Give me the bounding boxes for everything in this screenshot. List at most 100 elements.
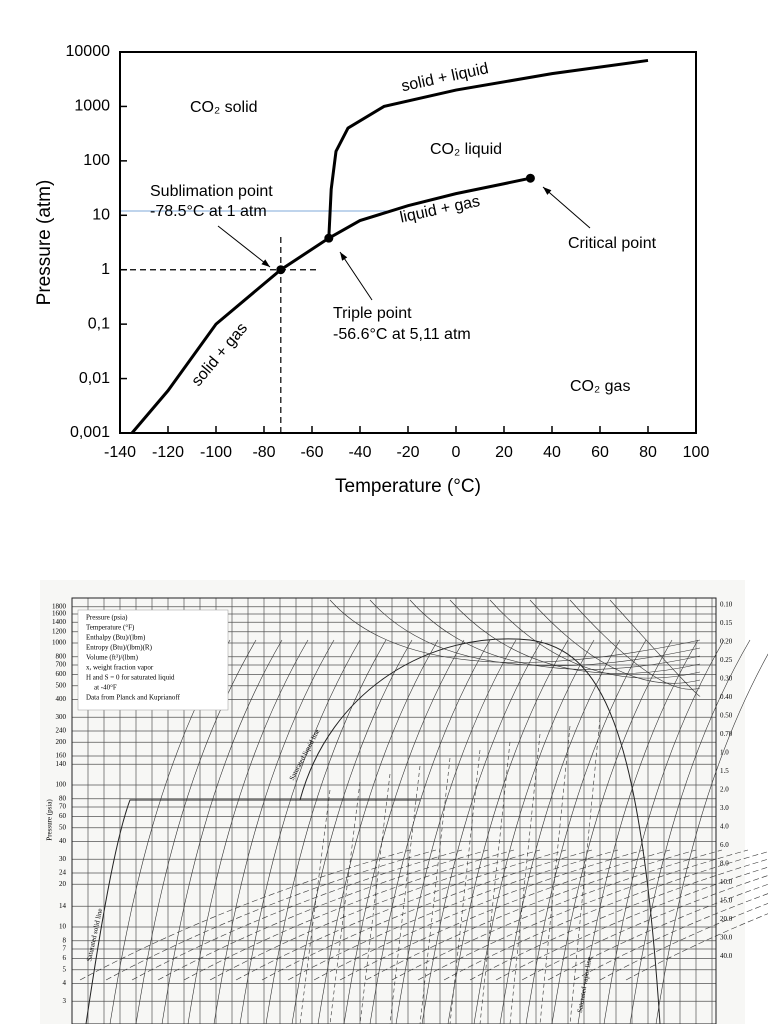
pe-isochore xyxy=(495,866,768,981)
pe-quality xyxy=(539,725,571,1024)
y-axis-label: Pressure (atm) xyxy=(34,180,55,306)
pe-legend-text: Enthalpy (Btu)/(lbm) xyxy=(86,634,146,642)
pe-y-tick-label: 1400 xyxy=(52,618,67,626)
x-tick-label: 40 xyxy=(543,444,561,461)
pe-isochore xyxy=(625,913,768,981)
x-tick-label: -40 xyxy=(348,444,371,461)
pe-right-label: 0.40 xyxy=(720,693,733,701)
pe-legend-text: Temperature (°F) xyxy=(86,624,135,632)
pe-y-tick-label: 1600 xyxy=(52,610,67,618)
pe-quality xyxy=(389,765,421,1024)
pe-isotherm xyxy=(329,599,701,663)
x-tick-label: -60 xyxy=(300,444,323,461)
pe-isotherm xyxy=(369,599,701,667)
pe-right-label: 0.15 xyxy=(720,619,733,627)
pe-isochore xyxy=(209,849,541,981)
y-tick-label: 10 xyxy=(92,207,110,224)
pe-isotherm xyxy=(529,599,701,684)
pe-isochore xyxy=(365,849,697,981)
x-tick-label: 100 xyxy=(683,444,710,461)
pe-legend-text: Pressure (psia) xyxy=(86,614,128,622)
pe-right-label: 1.0 xyxy=(720,749,729,757)
pe-right-label: 0.25 xyxy=(720,656,733,664)
pe-legend-text: at -40°F xyxy=(94,684,117,692)
pe-quality xyxy=(299,789,331,1024)
pe-quality xyxy=(569,717,601,1024)
pe-right-label: 0.20 xyxy=(720,638,733,646)
pe-y-tick-label: 6 xyxy=(63,954,67,962)
x-tick-label: 0 xyxy=(452,444,461,461)
x-tick-label: -20 xyxy=(396,444,419,461)
pe-quality xyxy=(419,757,451,1024)
pe-y-tick-label: 30 xyxy=(59,855,67,863)
pe-quality xyxy=(449,749,481,1024)
pe-isentrope xyxy=(655,653,768,1024)
pe-quality xyxy=(329,781,361,1024)
pe-solid-line xyxy=(85,799,420,1024)
y-tick-label: 1000 xyxy=(74,98,110,115)
pe-right-label: 3.0 xyxy=(720,804,729,812)
pe-isotherm xyxy=(609,599,701,697)
pe-y-tick-label: 7 xyxy=(63,945,67,953)
pe-y-tick-label: 70 xyxy=(59,803,67,811)
y-tick-label: 100 xyxy=(83,152,110,169)
pe-right-label: 20.0 xyxy=(720,915,733,923)
pe-legend-text: Volume (ft³)/(lbm) xyxy=(86,654,139,662)
phase-boundary xyxy=(327,58,649,239)
pe-isotherm xyxy=(569,599,701,690)
pe-isochore xyxy=(391,849,723,981)
x-tick-label: -100 xyxy=(200,444,232,461)
pe-isochore xyxy=(313,849,645,981)
pe-isochore xyxy=(547,884,768,981)
pe-y-tick-label: 700 xyxy=(56,661,67,669)
x-tick-label: -140 xyxy=(104,444,136,461)
pe-y-tick-label: 1200 xyxy=(52,627,67,635)
pe-y-tick-label: 8 xyxy=(63,936,67,944)
phase-boundary xyxy=(328,176,531,240)
y-tick-label: 0,1 xyxy=(88,315,110,332)
pe-isotherm xyxy=(449,599,701,674)
pe-right-label: 10.0 xyxy=(720,878,733,886)
x-tick-label: 80 xyxy=(639,444,657,461)
pe-y-tick-label: 40 xyxy=(59,837,67,845)
pe-isochore xyxy=(443,851,768,981)
pe-legend-box xyxy=(77,609,229,711)
pe-legend-text: Entropy (Btu)/(lbm)(R) xyxy=(86,644,153,652)
pe-right-label: 1.5 xyxy=(720,767,729,775)
pe-frame xyxy=(71,597,717,1024)
pe-y-tick-label: 200 xyxy=(56,738,67,746)
pe-y-tick-label: 3 xyxy=(63,997,67,1005)
y-tick-label: 10000 xyxy=(66,43,111,60)
pe-legend-text: Data from Planck and Kuprianoff xyxy=(86,694,181,702)
arrow-head xyxy=(543,187,552,195)
pe-isochore xyxy=(131,849,463,981)
pe-y-tick-label: 600 xyxy=(56,670,67,678)
annotation: Triple point xyxy=(333,305,412,322)
point xyxy=(324,233,334,243)
pe-y-tick-label: 5 xyxy=(63,965,67,973)
pe-right-label: 0.50 xyxy=(720,712,733,720)
pe-right-label: 0.10 xyxy=(720,601,733,609)
pe-y-tick-label: 240 xyxy=(56,727,67,735)
pe-y-tick-label: 20 xyxy=(59,880,67,888)
phase-boundary xyxy=(130,236,330,434)
pe-legend-text: H and S = 0 for saturated liquid xyxy=(86,674,175,682)
pe-right-label: 6.0 xyxy=(720,841,729,849)
plot-frame xyxy=(119,51,697,434)
pe-right-label: 8.0 xyxy=(720,860,729,868)
annotation: CO₂ gas xyxy=(570,378,630,395)
annotation: -78.5°C at 1 atm xyxy=(150,203,267,220)
point xyxy=(276,265,286,275)
pe-isochore xyxy=(339,849,671,981)
pe-isotherm xyxy=(409,599,701,670)
pe-y-tick-label: 80 xyxy=(59,794,67,802)
pe-y-tick-label: 60 xyxy=(59,812,67,820)
pe-isotherm xyxy=(489,599,701,679)
pe-y-tick-label: 400 xyxy=(56,695,67,703)
pe-isochore xyxy=(235,849,567,981)
arrow xyxy=(542,186,591,229)
pe-y-axis-label: Pressure (psia) xyxy=(46,799,54,841)
x-axis-label: Temperature (°C) xyxy=(335,476,481,497)
pe-isochore xyxy=(105,849,437,981)
